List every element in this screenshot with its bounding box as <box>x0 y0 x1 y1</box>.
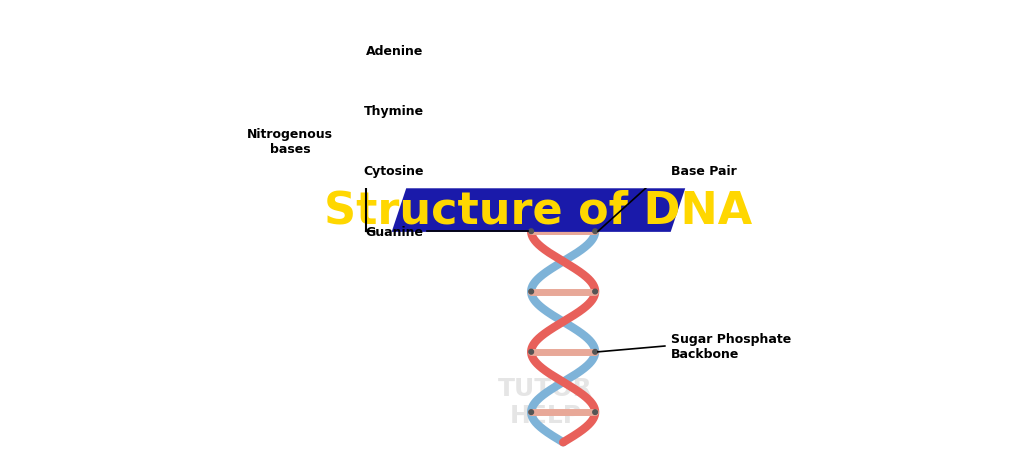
Circle shape <box>528 290 534 294</box>
Circle shape <box>528 410 534 414</box>
Text: Thymine: Thymine <box>364 105 424 118</box>
Circle shape <box>593 290 597 294</box>
Text: Adenine: Adenine <box>367 45 424 58</box>
Circle shape <box>528 230 534 234</box>
Circle shape <box>593 350 597 354</box>
Circle shape <box>593 410 597 414</box>
Text: Base Pair: Base Pair <box>671 165 736 178</box>
Polygon shape <box>392 189 685 232</box>
Text: Guanine: Guanine <box>366 225 424 238</box>
Text: Nitrogenous
bases: Nitrogenous bases <box>247 128 333 156</box>
Text: Structure of DNA: Structure of DNA <box>325 189 753 232</box>
Circle shape <box>593 230 597 234</box>
Circle shape <box>528 350 534 354</box>
Text: TUTOR
HELP: TUTOR HELP <box>499 376 593 428</box>
Text: Sugar Phosphate
Backbone: Sugar Phosphate Backbone <box>671 332 791 360</box>
Text: Cytosine: Cytosine <box>364 165 424 178</box>
